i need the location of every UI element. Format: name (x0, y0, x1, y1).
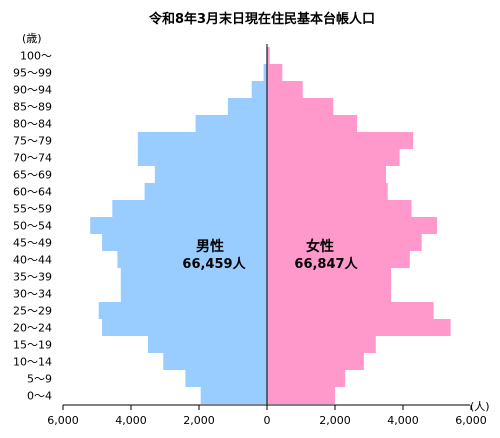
male-bar-65～69 (154, 166, 267, 183)
female-bar-0～4 (267, 387, 335, 404)
male-bar-75～79 (137, 132, 267, 149)
male-bar-95～99 (263, 64, 267, 81)
male-bar-5～9 (185, 370, 267, 387)
age-label: 60～64 (13, 186, 52, 199)
x-tick-label: 2,000 (183, 414, 215, 427)
male-bar-60～64 (144, 183, 267, 200)
male-bar-35～39 (120, 268, 267, 285)
male-bar-80～84 (195, 115, 267, 132)
male-series-name: 男性 (196, 238, 224, 255)
age-label: 90～94 (13, 84, 52, 97)
x-tick-label: 4,000 (387, 414, 419, 427)
female-bar-100～ (267, 47, 270, 64)
age-label: 35～39 (13, 271, 52, 284)
age-label: 100～ (20, 50, 52, 63)
x-tick-label: 4,000 (115, 414, 147, 427)
female-bar-80～84 (267, 115, 358, 132)
male-bar-85～89 (227, 98, 267, 115)
x-tick-label: 0 (264, 414, 271, 427)
male-bar-70～74 (137, 149, 267, 166)
female-bar-70～74 (267, 149, 400, 166)
age-label: 10～14 (13, 356, 52, 369)
female-bar-65～69 (267, 166, 386, 183)
y-axis-unit-label: (歳) (22, 32, 42, 45)
male-bar-50～54 (90, 217, 267, 234)
age-label: 40～44 (13, 254, 52, 267)
male-bar-0～4 (200, 387, 267, 404)
female-bar-45～49 (267, 234, 422, 251)
male-bar-40～44 (117, 251, 268, 268)
age-label: 95～99 (13, 67, 52, 80)
female-bar-75～79 (267, 132, 414, 149)
male-total-label: 66,459人 (182, 256, 246, 272)
female-bar-50～54 (267, 217, 437, 234)
bars-group (90, 47, 451, 404)
male-bar-30～34 (120, 285, 267, 302)
age-label: 50～54 (13, 220, 52, 233)
male-bar-45～49 (102, 234, 267, 251)
male-bar-55～59 (112, 200, 267, 217)
male-bar-15～19 (148, 336, 267, 353)
female-total-label: 66,847人 (294, 256, 358, 272)
female-bar-90～94 (267, 81, 303, 98)
age-label: 25～29 (13, 305, 52, 318)
age-label: 70～74 (13, 152, 52, 165)
female-bar-20～24 (267, 319, 451, 336)
female-bar-95～99 (267, 64, 283, 81)
age-labels-group: 0～4 5～9 10～14 15～19 20～24 25～29 30～34 35～39 40～4… (13, 50, 52, 403)
female-bar-40～44 (267, 251, 410, 268)
male-bar-20～24 (102, 319, 267, 336)
female-bar-25～29 (267, 302, 434, 319)
x-ticks-group: 6,000 4,000 2,000 0 2,000 4,000 6,000 (47, 405, 487, 427)
female-bar-5～9 (267, 370, 346, 387)
female-bar-30～34 (267, 285, 392, 302)
age-label: 15～19 (13, 339, 52, 352)
age-label: 30～34 (13, 288, 52, 301)
female-bar-60～64 (267, 183, 388, 200)
male-bar-10～14 (163, 353, 267, 370)
age-label: 5～9 (27, 373, 52, 386)
age-label: 85～89 (13, 101, 52, 114)
female-bar-55～59 (267, 200, 412, 217)
x-axis-unit-label: (人) (470, 400, 490, 413)
male-bar-25～29 (98, 302, 267, 319)
female-bar-35～39 (267, 268, 392, 285)
age-label: 65～69 (13, 169, 52, 182)
female-bar-15～19 (267, 336, 376, 353)
age-label: 20～24 (13, 322, 52, 335)
x-tick-label: 6,000 (47, 414, 79, 427)
female-bar-85～89 (267, 98, 334, 115)
chart-title: 令和8年3月末日現在住民基本台帳人口 (149, 11, 375, 27)
age-label: 75～79 (13, 135, 52, 148)
female-series-name: 女性 (306, 238, 334, 255)
x-tick-label: 2,000 (319, 414, 351, 427)
female-bar-10～14 (267, 353, 364, 370)
age-label: 0～4 (27, 390, 52, 403)
age-label: 55～59 (13, 203, 52, 216)
age-label: 45～49 (13, 237, 52, 250)
age-label: 80～84 (13, 118, 52, 131)
male-bar-90～94 (251, 81, 267, 98)
x-tick-label: 6,000 (455, 414, 487, 427)
